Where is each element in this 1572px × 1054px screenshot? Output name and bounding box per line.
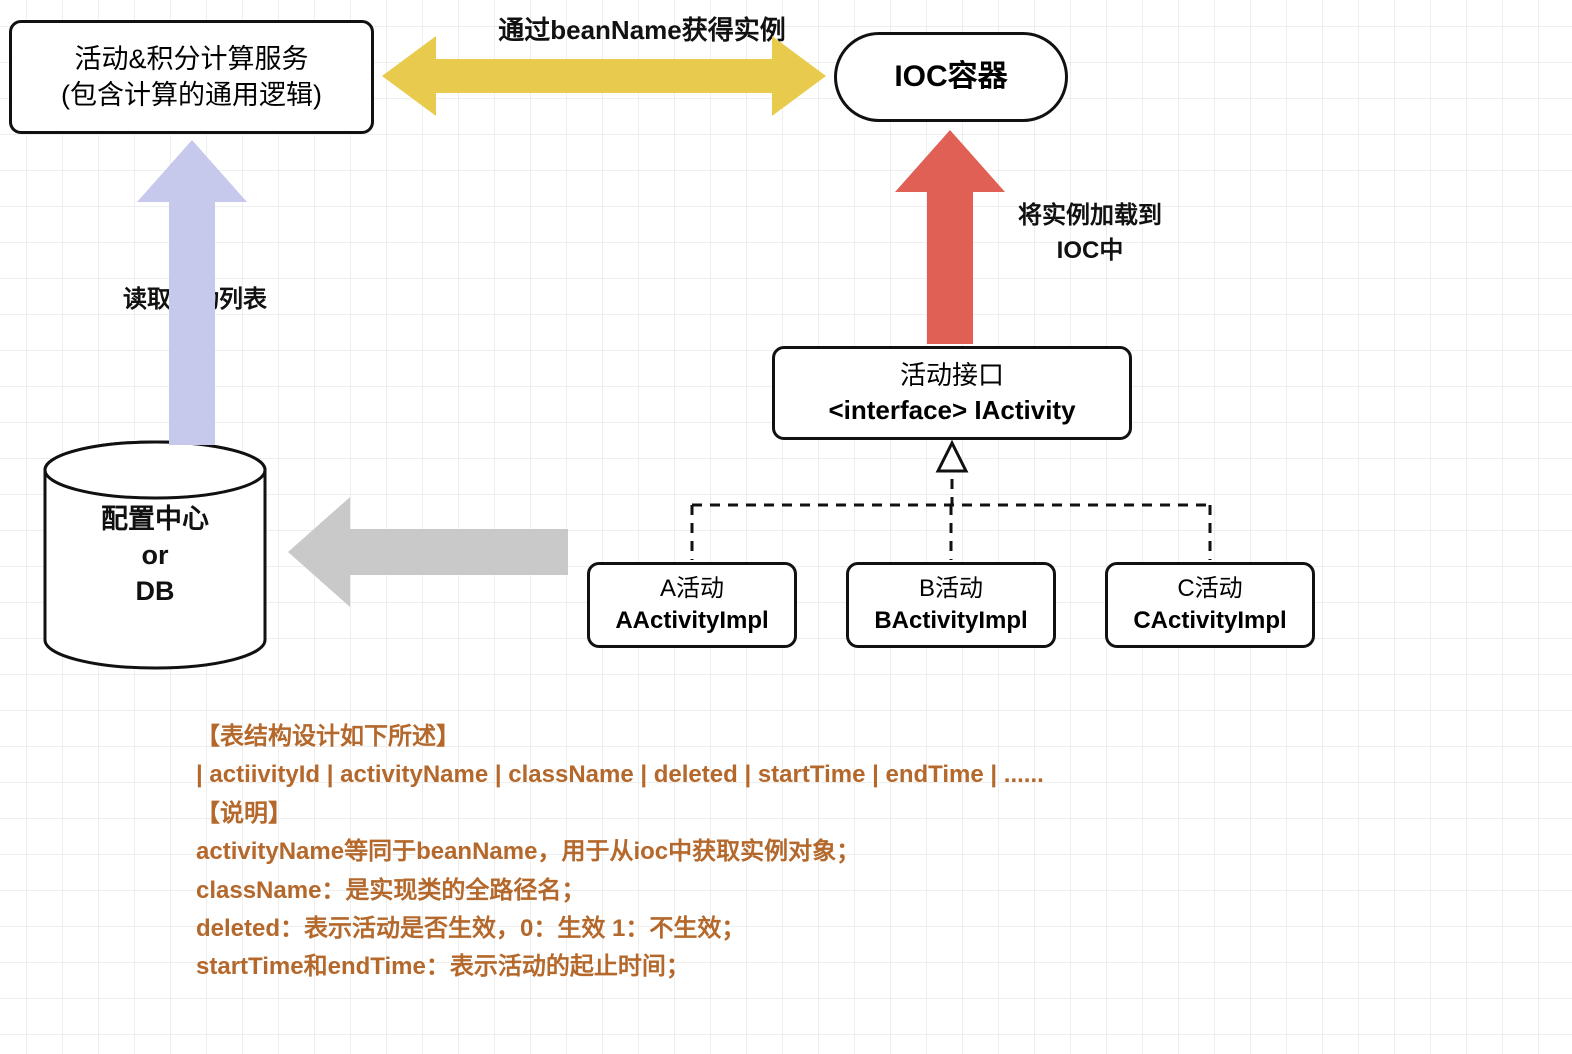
node-service-line1: 活动&积分计算服务: [61, 41, 322, 77]
node-activity-c: C活动 CActivityImpl: [1105, 562, 1315, 648]
label-load-into-ioc: 将实例加载到 IOC中: [990, 195, 1190, 265]
node-ioc-text: IOC容器: [894, 57, 1007, 98]
label-read-activity-list: 读取活动列表: [95, 279, 295, 314]
node-iface-line1: 活动接口: [828, 358, 1075, 393]
node-activity-b-title: B活动: [874, 573, 1027, 605]
node-ioc-container: IOC容器: [834, 32, 1068, 122]
table-structure-notes: 【表结构设计如下所述】 | actiivityId | activityName…: [196, 718, 1044, 987]
node-activity-b: B活动 BActivityImpl: [846, 562, 1056, 648]
label-save-activity-list: 保存活动列表: [350, 537, 550, 572]
node-activity-a-title: A活动: [615, 573, 768, 605]
node-activity-b-class: BActivityImpl: [874, 605, 1027, 637]
node-activity-c-title: C活动: [1133, 573, 1286, 605]
svg-text:DB: DB: [136, 576, 175, 606]
svg-text:配置中心: 配置中心: [101, 504, 209, 534]
label-load-ioc-line2: IOC中: [990, 230, 1190, 265]
svg-text:or: or: [142, 540, 169, 570]
node-activity-c-class: CActivityImpl: [1133, 605, 1286, 637]
node-activity-a-class: AActivityImpl: [615, 605, 768, 637]
label-get-by-bean-name: 通过beanName获得实例: [462, 10, 822, 47]
node-service: 活动&积分计算服务 (包含计算的通用逻辑): [9, 20, 374, 134]
node-iface-line2: <interface> IActivity: [828, 393, 1075, 428]
node-iactivity-interface: 活动接口 <interface> IActivity: [772, 346, 1132, 440]
diagram-stage: 活动&积分计算服务 (包含计算的通用逻辑) IOC容器 活动接口 <interf…: [0, 0, 1572, 1054]
label-load-ioc-line1: 将实例加载到: [990, 195, 1190, 230]
node-service-line2: (包含计算的通用逻辑): [61, 77, 322, 113]
node-activity-a: A活动 AActivityImpl: [587, 562, 797, 648]
